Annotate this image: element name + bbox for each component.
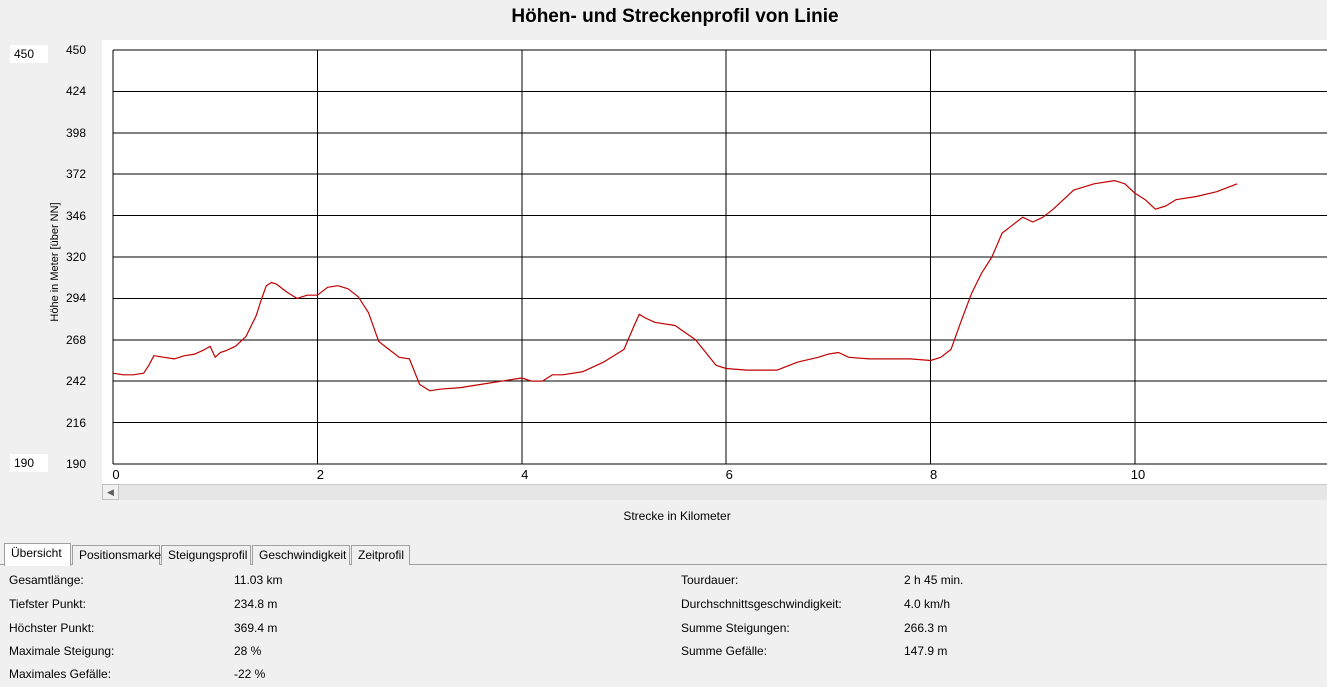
stats-panel — [0, 564, 1327, 687]
tab-zeitprofil[interactable]: Zeitprofil — [351, 545, 410, 565]
stat-value: 234.8 m — [234, 597, 278, 611]
y-tick-label: 450 — [65, 43, 86, 57]
y-tick-label: 320 — [65, 250, 86, 264]
y-max-input[interactable]: 450 — [10, 45, 48, 63]
stat-label: Summe Steigungen: — [681, 621, 790, 635]
stat-value: 4.0 km/h — [904, 597, 951, 611]
stat-value: 369.4 m — [234, 621, 278, 635]
stat-value: 28 % — [234, 644, 262, 658]
stat-label: Tiefster Punkt: — [9, 597, 86, 611]
tab-geschwindigkeit[interactable]: Geschwindigkeit — [252, 545, 350, 565]
stat-value: -22 % — [234, 667, 266, 681]
chart-area[interactable] — [102, 40, 1327, 500]
tab-steigungsprofil[interactable]: Steigungsprofil — [161, 545, 251, 565]
y-tick-label: 216 — [65, 415, 86, 430]
y-tick-label: 372 — [65, 167, 86, 182]
stat-label: Durchschnittsgeschwindigkeit: — [681, 597, 842, 611]
y-tick-label: 268 — [65, 332, 86, 347]
y-min-input[interactable]: 190 — [10, 454, 48, 472]
horizontal-scrollbar[interactable] — [102, 484, 1327, 500]
stat-value: 266.3 m — [904, 621, 948, 635]
stat-label: Maximale Steigung: — [9, 644, 115, 658]
y-tick-label: 398 — [65, 125, 86, 140]
y-tick-label: 242 — [65, 374, 86, 389]
y-tick-label: 346 — [65, 208, 86, 223]
stat-label: Höchster Punkt: — [9, 621, 95, 635]
stat-value: 147.9 m — [904, 644, 948, 658]
tab-uebersicht[interactable]: Übersicht — [4, 543, 71, 566]
stat-label: Maximales Gefälle: — [9, 667, 112, 681]
stat-value: 11.03 km — [234, 573, 283, 587]
y-tick-label: 424 — [65, 84, 86, 99]
stat-label: Gesamtlänge: — [9, 573, 84, 587]
y-tick-label: 190 — [65, 457, 86, 471]
x-axis-label: Strecke in Kilometer — [623, 509, 731, 523]
stat-label: Summe Gefälle: — [681, 644, 768, 658]
stat-value: 2 h 45 min. — [904, 573, 964, 587]
scroll-left-arrow-icon[interactable]: ◀ — [102, 484, 119, 500]
y-tick-label: 294 — [65, 291, 86, 306]
chart-title: Höhen- und Streckenprofil von Linie — [511, 6, 839, 27]
stat-label: Tourdauer: — [681, 573, 739, 587]
tab-positionsmarke[interactable]: Positionsmarke — [72, 545, 161, 565]
